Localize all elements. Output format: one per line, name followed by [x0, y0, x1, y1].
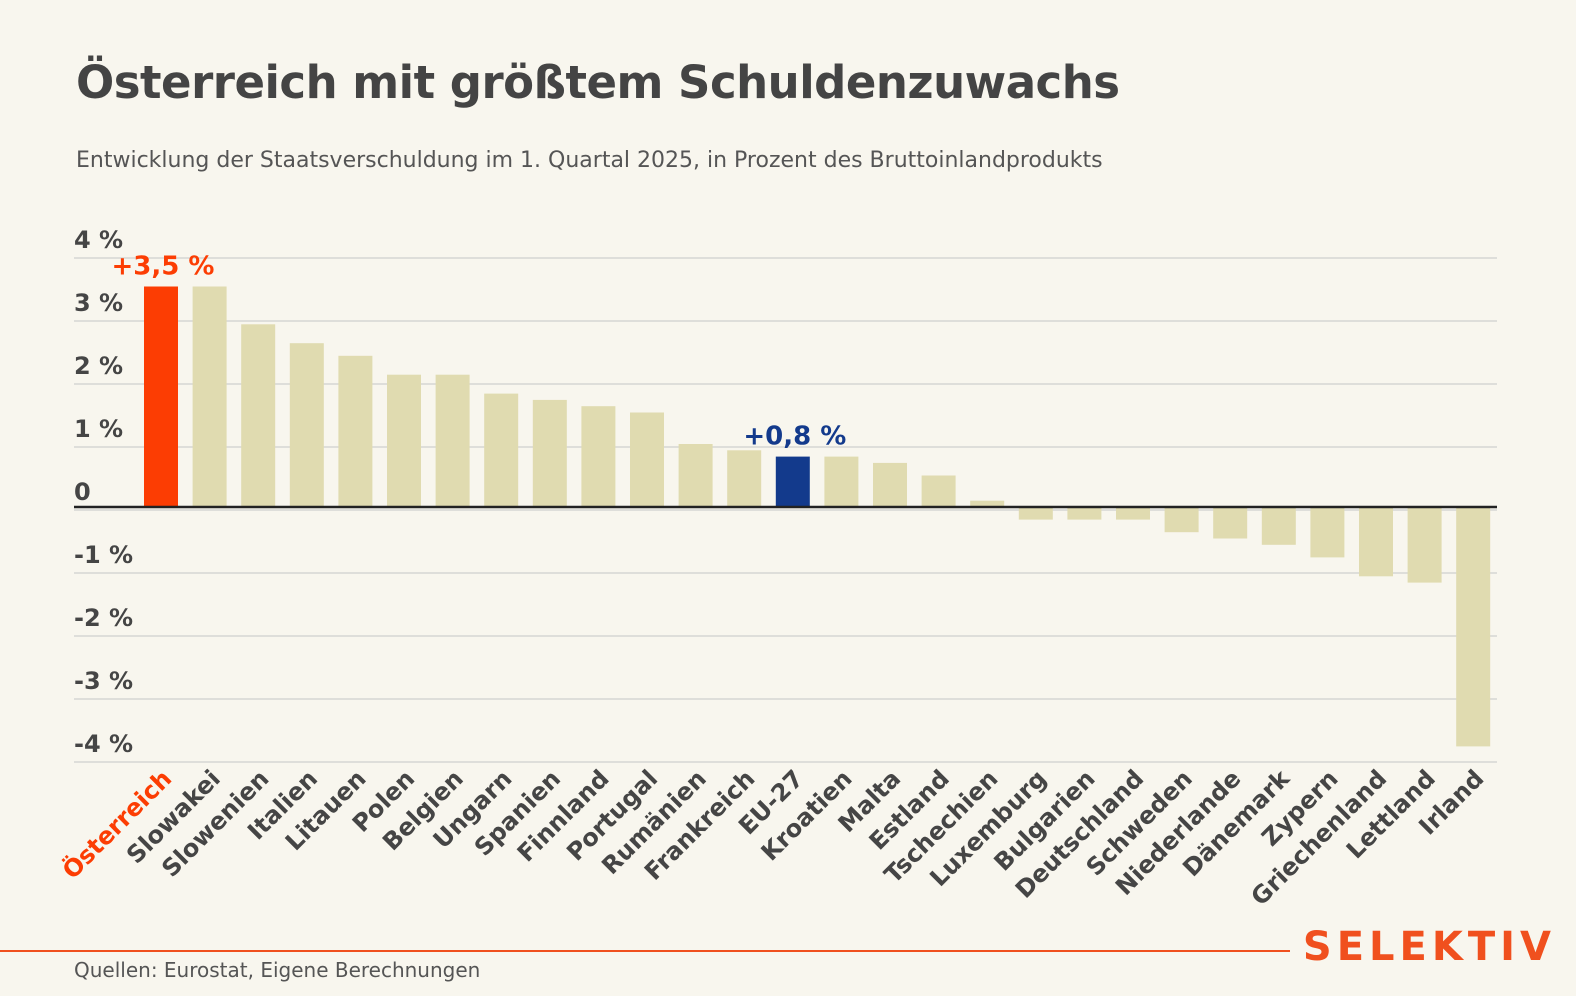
- bar: [970, 500, 1005, 507]
- data-label: +0,8 %: [743, 422, 846, 452]
- bar: [1261, 507, 1296, 545]
- bar: [1067, 507, 1102, 520]
- bar: [338, 355, 373, 507]
- bar: [630, 412, 664, 507]
- bar: [678, 444, 713, 507]
- y-tick-label: 1 %: [74, 415, 123, 443]
- bar: [1310, 507, 1345, 558]
- bar: [873, 462, 907, 507]
- y-tick-label: 0: [74, 478, 91, 506]
- bar: [1213, 507, 1248, 539]
- bar: [192, 286, 227, 507]
- bar: [484, 393, 519, 507]
- bar: [1407, 507, 1442, 583]
- footer-divider: [0, 950, 1290, 952]
- bar: [727, 450, 762, 507]
- bar: [1116, 507, 1150, 520]
- bar: [1456, 507, 1491, 747]
- y-tick-label: -2 %: [74, 604, 133, 632]
- bar: [435, 374, 470, 507]
- y-tick-label: -3 %: [74, 667, 133, 695]
- brand-logo: SELEKTIV: [1302, 924, 1556, 970]
- bar: [775, 456, 810, 507]
- bar: [289, 343, 324, 507]
- bar: [532, 399, 567, 507]
- bar: [1359, 507, 1393, 577]
- chart-subtitle: Entwicklung der Staatsverschuldung im 1.…: [76, 148, 1103, 173]
- bar: [921, 475, 956, 507]
- bar: [1018, 507, 1053, 520]
- y-tick-label: -4 %: [74, 730, 133, 758]
- y-tick-label: 2 %: [74, 352, 123, 380]
- bar: [581, 406, 616, 507]
- y-tick-label: -1 %: [74, 541, 133, 569]
- y-tick-label: 4 %: [74, 226, 123, 254]
- bar: [824, 456, 859, 507]
- source-note: Quellen: Eurostat, Eigene Berechnungen: [74, 958, 481, 982]
- data-label: +3,5 %: [112, 252, 215, 282]
- y-tick-label: 3 %: [74, 289, 123, 317]
- bar: [1164, 507, 1199, 533]
- bar: [387, 374, 421, 507]
- chart-title: Österreich mit größtem Schuldenzuwachs: [76, 56, 1120, 109]
- bar: [241, 324, 276, 507]
- bar: [144, 286, 178, 507]
